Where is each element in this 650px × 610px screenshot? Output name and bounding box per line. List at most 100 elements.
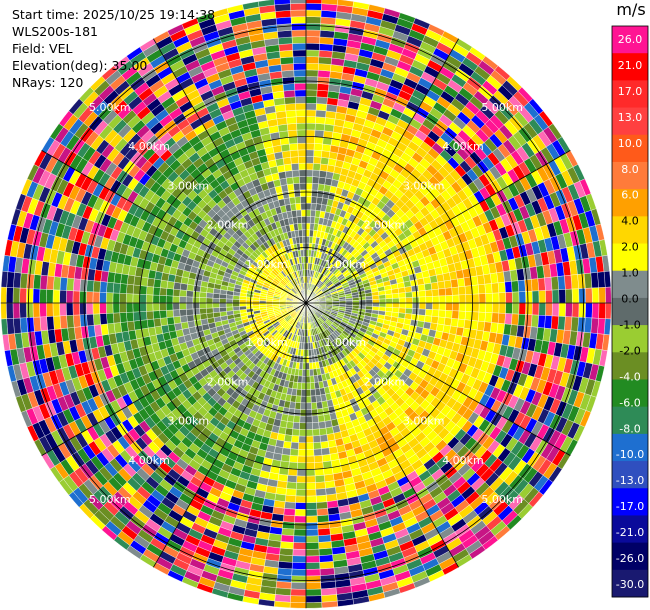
ppi-gate	[299, 423, 306, 430]
ppi-gate	[296, 496, 306, 503]
ppi-gate	[392, 298, 399, 303]
ppi-gate	[431, 282, 438, 290]
ppi-gate	[316, 97, 327, 104]
ppi-gate	[298, 449, 306, 456]
ppi-gate	[306, 236, 309, 243]
ppi-gate	[47, 276, 55, 290]
ppi-gate	[309, 369, 313, 376]
ppi-gate	[479, 303, 486, 312]
ppi-gate	[525, 291, 532, 303]
ppi-gate	[392, 308, 399, 313]
ppi-gate	[505, 313, 512, 324]
ppi-gate	[294, 529, 306, 536]
ppi-gate	[306, 137, 315, 144]
ppi-gate	[306, 356, 309, 363]
ppi-gate	[213, 293, 220, 298]
ppi-gate	[280, 548, 294, 556]
ppi-gate	[246, 303, 253, 306]
ppi-gate	[290, 449, 298, 456]
ppi-gate	[478, 284, 485, 294]
ppi-gate	[200, 313, 207, 319]
ppi-gate	[226, 307, 233, 312]
ppi-gate	[297, 469, 306, 476]
ppi-gate	[274, 601, 290, 608]
ppi-gate	[126, 284, 133, 294]
ppi-gate	[1, 287, 7, 303]
ppi-gate	[133, 312, 140, 321]
ppi-gate	[411, 285, 418, 292]
ppi-gate	[578, 317, 586, 332]
ppi-gate	[310, 376, 315, 383]
ppi-gate	[310, 382, 315, 389]
ppi-gate	[311, 389, 316, 396]
ppi-gate	[253, 303, 260, 306]
ppi-gate	[597, 272, 605, 288]
ppi-gate	[518, 314, 526, 326]
ppi-gate	[320, 568, 335, 576]
ppi-gate	[93, 314, 100, 325]
ppi-gate	[424, 283, 431, 290]
ppi-gate	[315, 123, 325, 130]
ppi-gate	[1, 303, 7, 319]
ppi-gate	[167, 317, 175, 325]
ppi-gate	[439, 296, 446, 303]
ppi-gate	[321, 151, 330, 159]
ppi-gate	[478, 312, 485, 322]
ppi-gate	[306, 117, 316, 124]
ppi-gate	[126, 303, 133, 312]
ppi-gate	[306, 97, 317, 104]
ppi-gate	[291, 576, 306, 583]
ppi-gate	[126, 294, 133, 303]
ppi-gate	[306, 176, 313, 183]
ppi-gate	[47, 316, 55, 330]
ppi-gate	[200, 292, 207, 298]
ppi-gate	[432, 303, 439, 310]
ppi-gate	[492, 303, 499, 313]
ppi-gate	[73, 315, 81, 328]
ppi-gate	[545, 303, 552, 316]
ppi-gate	[306, 576, 321, 583]
ppi-gate	[599, 303, 606, 319]
ppi-gate	[306, 90, 317, 97]
ppi-gate	[597, 318, 605, 334]
ppi-gate	[246, 306, 253, 309]
ppi-gate	[306, 37, 320, 44]
ppi-gate	[291, 435, 299, 442]
ppi-gate	[113, 303, 120, 313]
ppi-gate	[220, 307, 227, 312]
ppi-gate	[239, 303, 246, 306]
ppi-gate	[140, 303, 147, 312]
ppi-gate	[306, 376, 310, 383]
ppi-gate	[306, 83, 318, 90]
ppi-gate	[306, 150, 314, 157]
ppi-gate	[153, 311, 160, 319]
ppi-gate	[313, 163, 321, 170]
ppi-gate	[321, 157, 329, 165]
ppi-gate	[53, 303, 60, 316]
ppi-gate	[559, 303, 566, 317]
ppi-gate	[551, 277, 559, 291]
ppi-gate	[277, 568, 292, 576]
ppi-gate	[472, 303, 479, 312]
ppi-gate	[40, 289, 47, 303]
ppi-gate	[306, 0, 322, 4]
ppi-gate	[306, 370, 310, 377]
ppi-gate	[302, 370, 306, 377]
ppi-gate	[538, 315, 546, 328]
ppi-gate	[306, 143, 314, 150]
ppi-gate	[316, 103, 327, 110]
ppi-gate	[306, 77, 318, 84]
ppi-gate	[385, 294, 392, 299]
ppi-gate	[426, 303, 433, 310]
ppi-gate	[320, 435, 328, 443]
ppi-gate	[419, 303, 426, 309]
ppi-gate	[444, 318, 452, 326]
ppi-gate	[133, 294, 140, 303]
ppi-gate	[418, 284, 425, 291]
ppi-gate	[306, 163, 313, 170]
ppi-gate	[306, 416, 312, 423]
ppi-gate	[303, 363, 306, 370]
ppi-gate	[417, 278, 425, 285]
ppi-gate	[518, 280, 526, 292]
ppi-gate	[33, 317, 41, 332]
